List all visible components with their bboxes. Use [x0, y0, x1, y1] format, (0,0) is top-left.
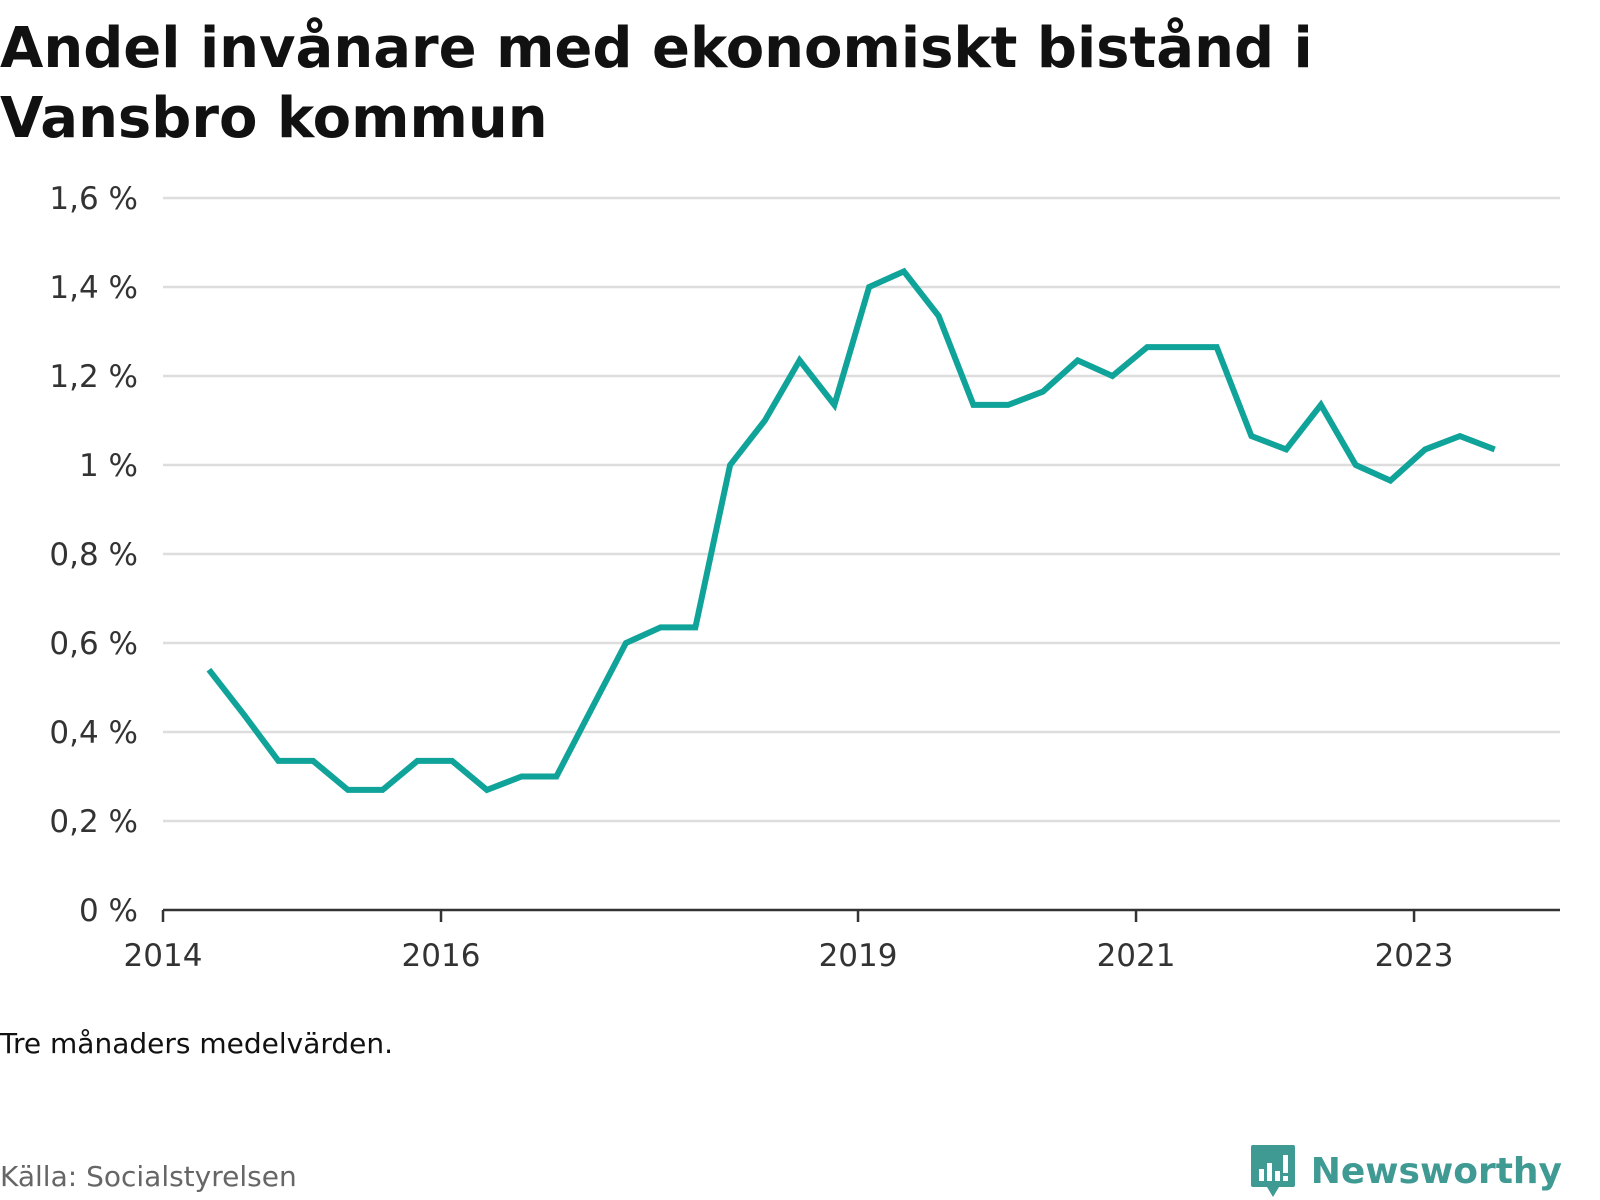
- y-tick-label: 0,4 %: [49, 715, 138, 751]
- y-tick-label: 0,8 %: [49, 537, 138, 573]
- brand-name: Newsworthy: [1310, 1150, 1562, 1192]
- x-ticks: 2014 2016 2019 2021 2023: [124, 910, 1454, 974]
- line-chart: 0 % 0,2 % 0,4 % 0,6 % 0,8 % 1 % 1,2 % 1,4 % 1,6 …: [49, 181, 1560, 974]
- y-tick-label: 0,6 %: [49, 626, 138, 662]
- y-tick-label: 0,2 %: [49, 804, 138, 840]
- y-tick-label: 1,2 %: [49, 359, 138, 395]
- x-tick-label: 2016: [402, 938, 481, 974]
- x-tick-label: 2014: [124, 938, 203, 974]
- newsworthy-logo-icon: [1250, 1145, 1295, 1197]
- y-tick-labels: 0 % 0,2 % 0,4 % 0,6 % 0,8 % 1 % 1,2 % 1,4 % 1,6 …: [49, 181, 138, 929]
- chart-source: Källa: Socialstyrelsen: [0, 1160, 297, 1193]
- y-tick-label: 1,6 %: [49, 181, 138, 217]
- chart-note: Tre månaders medelvärden.: [0, 1027, 394, 1060]
- x-tick-label: 2019: [819, 938, 898, 974]
- gridlines: [163, 196, 1560, 823]
- chart-title: Andel invånare med ekonomiskt bistånd i …: [0, 16, 1313, 151]
- newsworthy-brand[interactable]: Newsworthy: [1249, 1143, 1562, 1199]
- y-tick-label: 1,4 %: [49, 270, 138, 306]
- x-tick-label: 2021: [1097, 938, 1176, 974]
- series-line: [206, 267, 1496, 794]
- series-lines: [206, 267, 1496, 794]
- y-tick-label: 0 %: [79, 893, 138, 929]
- y-tick-label: 1 %: [79, 448, 138, 484]
- x-tick-label: 2023: [1375, 938, 1454, 974]
